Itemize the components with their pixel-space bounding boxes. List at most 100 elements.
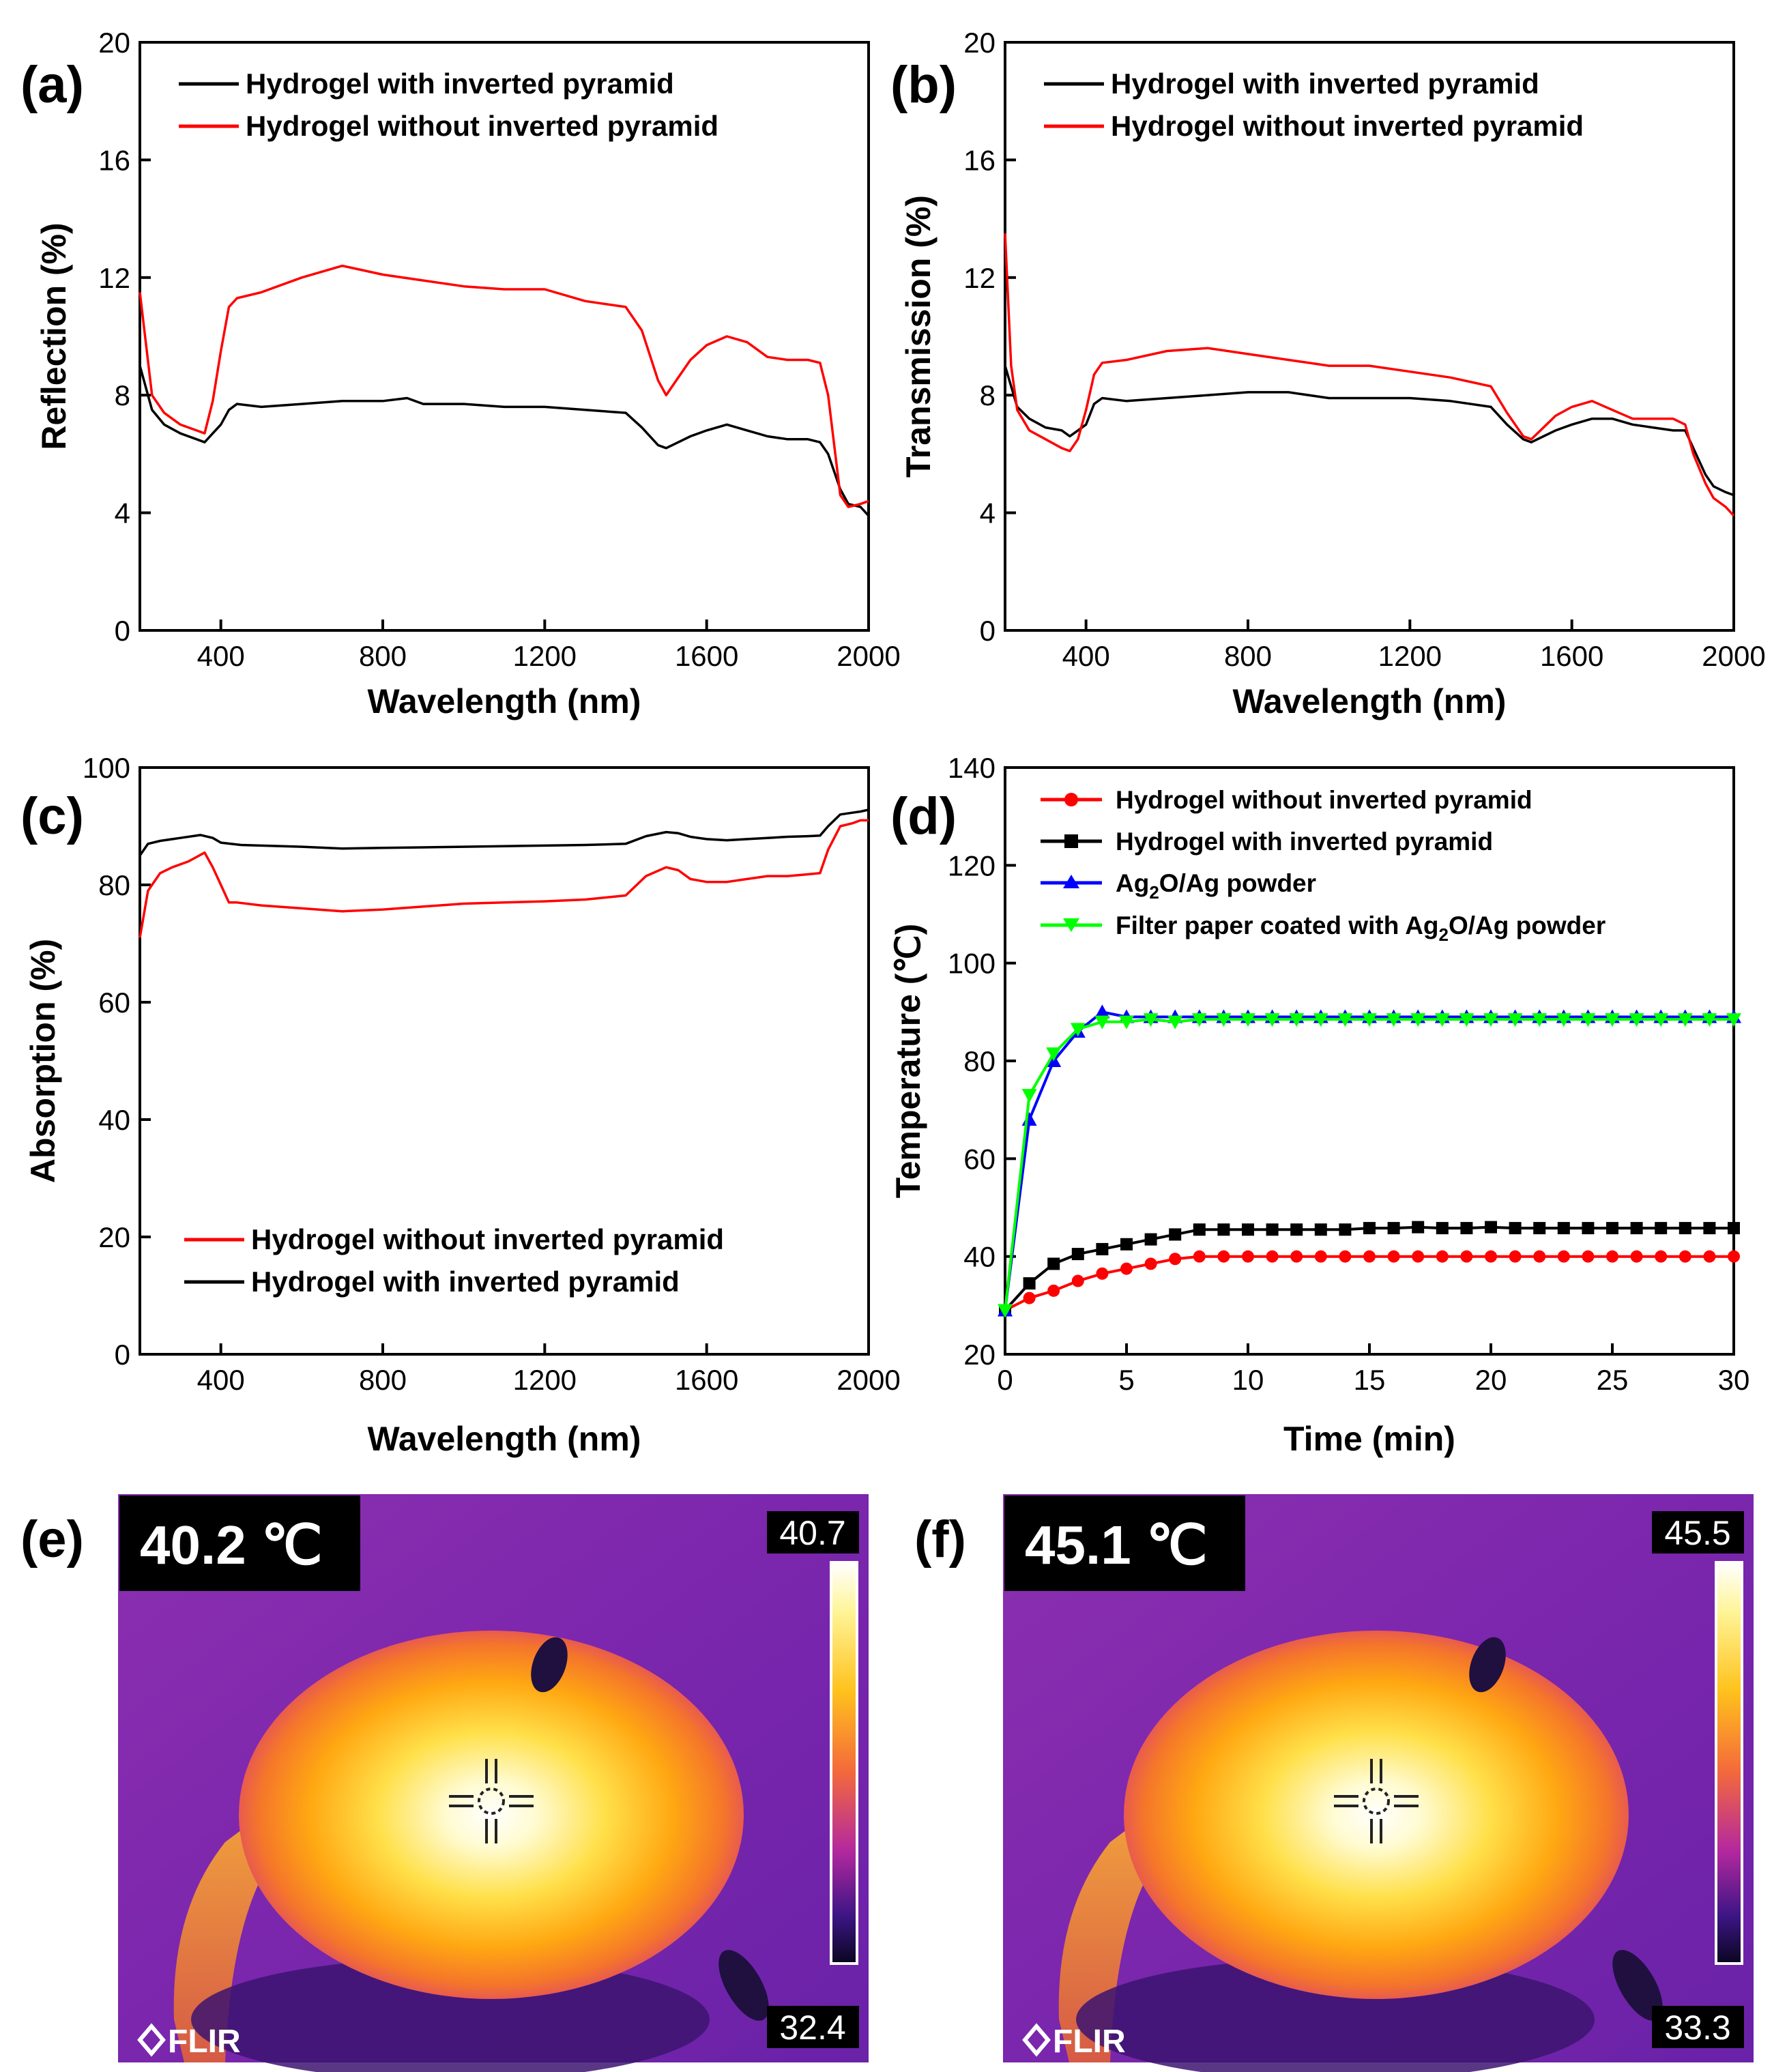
d-series-3-line (1004, 1018, 1734, 1311)
scale-min-box-f (1652, 2006, 1744, 2048)
panel-b-label: (b) (890, 56, 957, 114)
d-xlabel: Time (min) (1283, 1420, 1455, 1458)
panel-c-label: (c) (20, 787, 84, 845)
scale-max-box-e (767, 1511, 859, 1553)
d-ytick-label-4: 100 (948, 948, 996, 980)
c-ytick-label-1: 20 (98, 1221, 130, 1253)
d-series-0-point-5 (1120, 1262, 1133, 1275)
d-series-1-point-30 (1728, 1222, 1740, 1235)
d-xtick-label-0: 0 (997, 1364, 1013, 1396)
d-series-3-point-0 (998, 1304, 1013, 1318)
d-series-3-point-19 (1459, 1013, 1474, 1027)
d-series-3-point-7 (1167, 1015, 1183, 1030)
d-legend-marker-2 (1064, 834, 1078, 848)
d-series-3-point-8 (1191, 1013, 1207, 1027)
b-ytick-label-3: 12 (963, 262, 996, 294)
d-xtick-label-5: 25 (1597, 1364, 1629, 1396)
c-legend: Hydrogel without inverted pyramid Hydrog… (184, 1223, 724, 1298)
d-series-0-point-23 (1557, 1250, 1570, 1263)
d-xtick-label-6: 30 (1718, 1364, 1750, 1396)
flir-brand-f: FLIR (1053, 2024, 1126, 2060)
d-legend-3-sub: 2 (1149, 882, 1159, 903)
d-ticks: 0 5 10 15 20 25 30 20 40 60 80 100 120 140 (948, 752, 1749, 1396)
plot-frame-d (1004, 766, 1735, 1356)
c-legend-with: Hydrogel with inverted pyramid (251, 1266, 680, 1298)
a-series-0-line (139, 365, 870, 517)
d-series-1-point-12 (1290, 1223, 1303, 1236)
b-series-1-line (1004, 233, 1735, 517)
panel-c: (c) 400 800 1200 1600 2000 0 20 40 60 80 100 Wavel… (20, 752, 901, 1458)
d-series-3-point-13 (1313, 1013, 1328, 1027)
a-xtick-label-3: 1600 (675, 640, 738, 672)
d-series-1-point-11 (1266, 1223, 1279, 1236)
d-series-0-point-21 (1509, 1250, 1522, 1263)
d-series-1-point-18 (1436, 1222, 1449, 1235)
d-series-3-point-22 (1532, 1013, 1548, 1027)
d-series-3-point-15 (1362, 1013, 1377, 1027)
d-series-1-point-25 (1606, 1222, 1618, 1235)
a-legend: Hydrogel with inverted pyramid Hydrogel … (179, 68, 718, 142)
d-series-3-point-6 (1143, 1013, 1159, 1027)
thermal-dark-mark-e (531, 1637, 568, 1693)
d-ytick-label-5: 120 (948, 849, 996, 881)
d-series (998, 1004, 1741, 1318)
b-xtick-label-0: 400 (1062, 640, 1110, 672)
a-xtick-label-0: 400 (197, 640, 245, 672)
d-series-0-point-24 (1582, 1250, 1595, 1263)
thermal-dark-mark2-e (718, 1950, 769, 2021)
d-ytick-label-3: 80 (963, 1045, 996, 1077)
c-ytick-label-0: 0 (115, 1339, 130, 1371)
d-series-0-point-10 (1242, 1250, 1254, 1263)
d-ylabel: Temperature (℃) (889, 924, 927, 1199)
d-series-3-point-26 (1629, 1013, 1644, 1027)
d-series-2-point-1 (1021, 1112, 1037, 1126)
d-series-1-point-8 (1193, 1223, 1206, 1236)
thermal-hotspot-e (239, 1631, 744, 1999)
d-ytick-label-1: 40 (963, 1241, 996, 1273)
b-ytick-label-4: 16 (963, 144, 996, 176)
d-xtick-label-2: 10 (1232, 1364, 1264, 1396)
d-series-1-point-1 (1023, 1277, 1036, 1290)
c-legend-without: Hydrogel without inverted pyramid (251, 1223, 724, 1255)
plot-frame-b (1004, 41, 1735, 632)
spot-temp-box-e (119, 1495, 360, 1591)
scale-min-e: 32.4 (779, 2009, 845, 2047)
d-series-1-point-20 (1485, 1221, 1497, 1234)
a-ytick-label-3: 12 (98, 262, 130, 294)
thermal-hotspot-f (1124, 1631, 1629, 1999)
d-xtick-label-3: 15 (1354, 1364, 1386, 1396)
d-series-3-point-29 (1702, 1013, 1717, 1027)
d-series-0-point-13 (1314, 1250, 1327, 1263)
d-series-3-point-16 (1386, 1013, 1401, 1027)
d-series-1-point-10 (1242, 1223, 1254, 1236)
d-series-2-line (1004, 1010, 1734, 1311)
crosshair-f (1334, 1759, 1419, 1843)
b-ytick-label-1: 4 (980, 497, 996, 529)
b-legend: Hydrogel with inverted pyramid Hydrogel … (1044, 68, 1584, 142)
d-legend-marker-3 (1063, 875, 1079, 888)
d-series-3-point-10 (1240, 1013, 1255, 1027)
thermal-dark-mark-f (1469, 1637, 1506, 1693)
flir-icon-e (137, 2023, 166, 2057)
crosshair-e (449, 1759, 534, 1843)
d-series-0-point-27 (1655, 1250, 1668, 1263)
thermal-dark-mark2-f (1612, 1950, 1663, 2021)
b-xlabel: Wavelength (nm) (1233, 682, 1507, 720)
d-legend: Hydrogel without inverted pyramid Hydrog… (1041, 786, 1606, 945)
d-series-0-point-22 (1533, 1250, 1546, 1263)
spot-temp-box-f (1004, 1495, 1245, 1591)
b-ytick-label-0: 0 (980, 615, 996, 647)
b-ticks: 400 800 1200 1600 2000 0 4 8 12 16 20 (963, 27, 1765, 672)
d-xtick-label-1: 5 (1118, 1364, 1134, 1396)
c-xtick-label-4: 2000 (837, 1364, 900, 1396)
d-series-3-point-5 (1119, 1015, 1134, 1030)
panel-e-label: (e) (20, 1511, 84, 1568)
d-legend-4-sub: 2 (1439, 924, 1449, 945)
spot-temp-f: 45.1 ℃ (1025, 1515, 1208, 1575)
d-series-0-point-20 (1485, 1250, 1497, 1263)
d-series-0-point-19 (1460, 1250, 1473, 1263)
d-series-0-point-12 (1290, 1250, 1303, 1263)
color-scale-f (1715, 1561, 1743, 1965)
d-series-1-point-27 (1655, 1222, 1668, 1235)
d-legend-marker-4 (1063, 918, 1079, 932)
